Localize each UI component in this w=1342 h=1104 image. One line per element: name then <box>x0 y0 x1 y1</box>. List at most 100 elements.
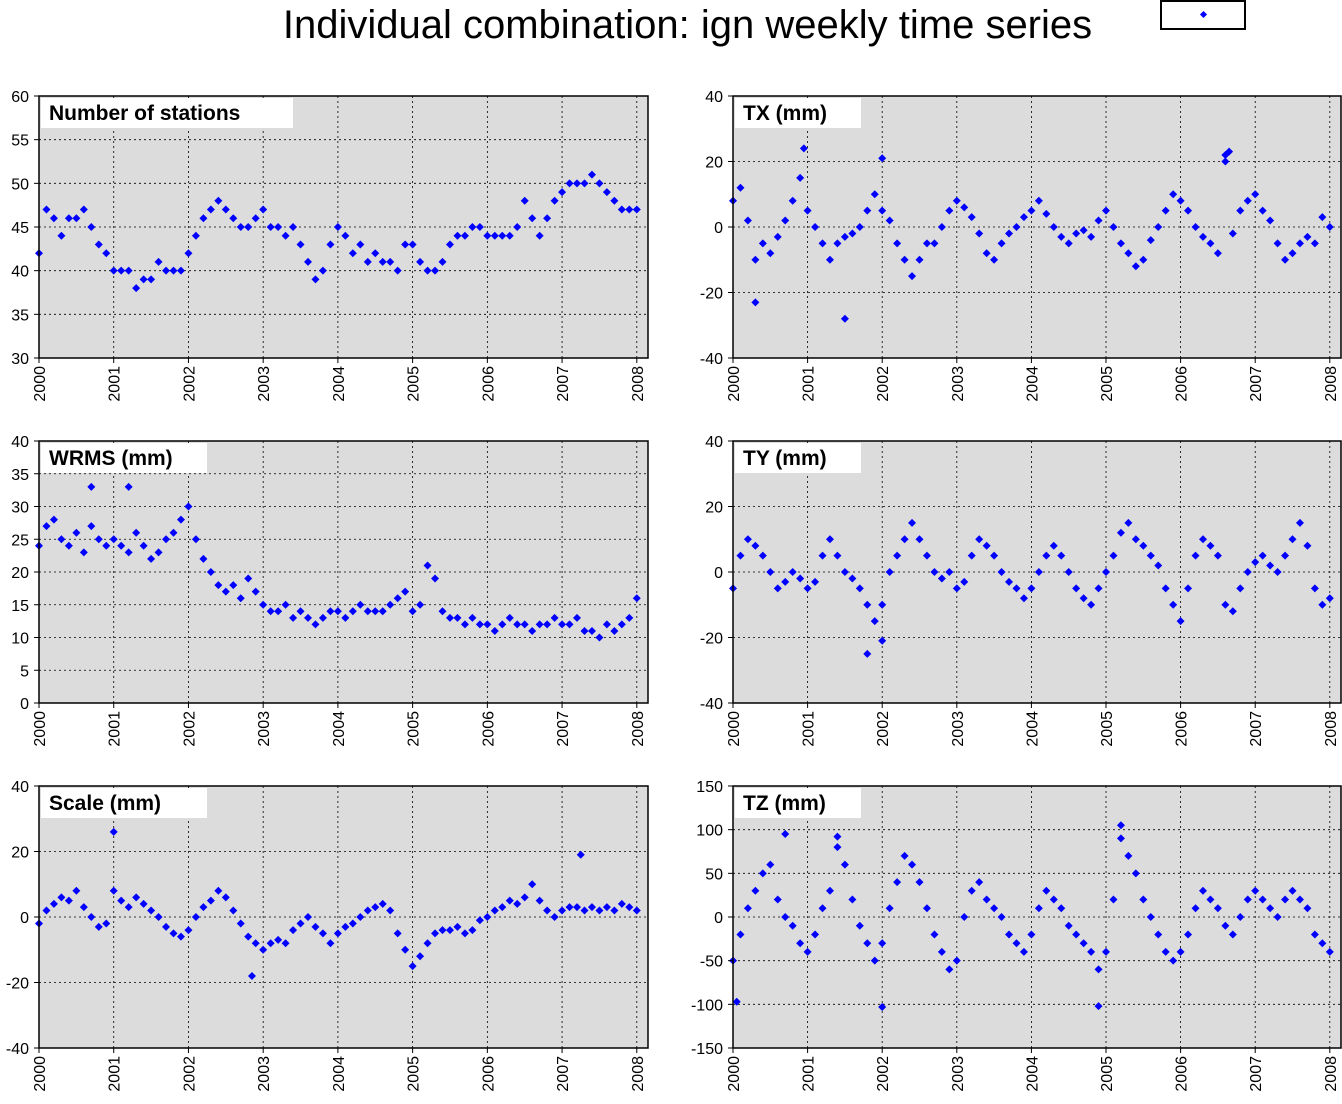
data-point <box>1184 930 1193 939</box>
data-point <box>975 878 984 887</box>
data-point <box>732 997 741 1006</box>
data-point <box>191 913 200 921</box>
x-tick-label: 2006 <box>1174 366 1191 402</box>
data-point <box>930 239 939 248</box>
data-point <box>982 541 991 550</box>
data-point <box>1310 584 1319 593</box>
data-point <box>1310 239 1319 248</box>
data-point <box>796 574 805 583</box>
data-point <box>1273 913 1282 921</box>
data-point <box>356 240 365 249</box>
data-point <box>1139 895 1148 904</box>
data-point <box>1094 584 1103 593</box>
data-point <box>475 223 484 231</box>
data-point <box>162 535 171 544</box>
x-tick-label: 2005 <box>1099 1056 1116 1092</box>
data-point <box>184 926 193 935</box>
data-point <box>1161 206 1170 215</box>
data-point <box>102 249 111 258</box>
x-tick-label: 2002 <box>181 1056 198 1092</box>
data-point <box>1072 229 1081 238</box>
data-point <box>289 223 298 231</box>
data-point <box>788 921 797 930</box>
data-point <box>251 214 260 223</box>
y-tick-label: 35 <box>11 307 29 324</box>
data-point <box>162 922 171 931</box>
data-point <box>1079 939 1088 948</box>
data-point <box>416 257 425 266</box>
data-point <box>1236 206 1245 215</box>
data-point <box>952 196 961 205</box>
data-point <box>453 613 462 622</box>
data-point <box>1154 561 1163 570</box>
data-point <box>788 568 797 576</box>
data-point <box>176 515 185 524</box>
data-point <box>423 561 432 570</box>
y-tick-label: 40 <box>11 434 29 451</box>
data-point <box>863 206 872 215</box>
data-point <box>766 568 775 576</box>
y-tick-label: 0 <box>20 910 29 927</box>
data-point <box>1005 930 1014 939</box>
data-point <box>109 886 118 895</box>
data-point <box>1325 947 1334 956</box>
data-point <box>1318 213 1327 222</box>
data-point <box>855 584 864 593</box>
data-point <box>206 568 215 576</box>
data-point <box>878 206 887 215</box>
data-point <box>825 255 834 264</box>
data-point <box>528 626 537 635</box>
data-point <box>1318 600 1327 609</box>
x-tick-label: 2004 <box>331 711 348 747</box>
data-point <box>386 257 395 266</box>
data-point <box>900 255 909 264</box>
data-point <box>1243 196 1252 205</box>
data-point <box>990 551 999 560</box>
data-point <box>498 620 507 629</box>
x-tick-label: 2001 <box>801 1056 818 1092</box>
data-point <box>625 205 634 214</box>
data-point <box>543 620 552 629</box>
data-point <box>124 903 133 912</box>
data-point <box>543 906 552 915</box>
panel-title-box <box>41 443 207 473</box>
data-point <box>1102 947 1111 956</box>
data-point <box>990 904 999 913</box>
data-point <box>1019 947 1028 956</box>
data-point <box>333 929 342 938</box>
data-point <box>318 613 327 622</box>
y-tick-label: -40 <box>700 696 723 713</box>
data-point <box>386 906 395 915</box>
y-tick-label: 0 <box>714 565 723 582</box>
data-point <box>124 548 133 557</box>
x-tick-label: 2000 <box>726 1056 743 1092</box>
data-point <box>214 581 223 590</box>
data-point <box>87 913 96 921</box>
data-point <box>1266 561 1275 570</box>
data-point <box>1072 584 1081 593</box>
data-point <box>1057 232 1066 241</box>
data-point <box>139 275 148 284</box>
data-point <box>840 568 849 576</box>
data-point <box>930 568 939 576</box>
data-point <box>1191 904 1200 913</box>
data-point <box>1064 239 1073 248</box>
x-tick-label: 2006 <box>480 711 497 747</box>
data-point <box>191 231 200 240</box>
data-point <box>117 266 126 275</box>
data-point <box>602 188 611 197</box>
data-point <box>266 607 275 616</box>
data-point <box>632 906 641 915</box>
x-tick-label: 2003 <box>950 1056 967 1092</box>
data-point <box>1251 886 1260 895</box>
data-point <box>1131 535 1140 544</box>
data-point <box>1243 895 1252 904</box>
data-point <box>1243 568 1252 576</box>
data-point <box>1072 930 1081 939</box>
data-point <box>1057 551 1066 560</box>
data-point <box>244 574 253 583</box>
data-point <box>221 587 230 596</box>
data-point <box>318 266 327 275</box>
data-point <box>87 223 96 231</box>
data-point <box>1281 551 1290 560</box>
